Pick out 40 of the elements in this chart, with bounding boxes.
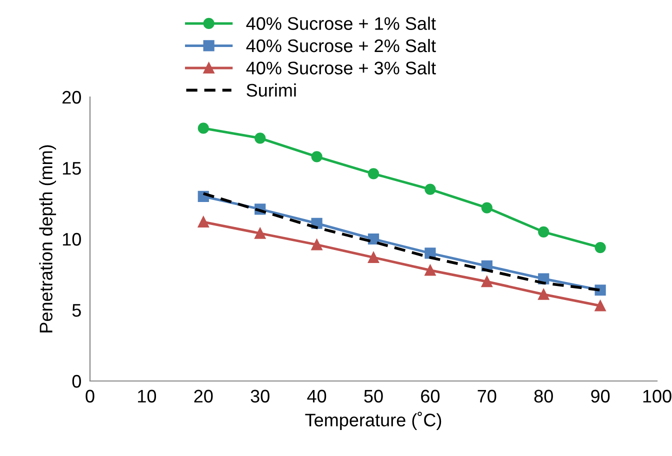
- point: [538, 226, 550, 238]
- x-tick-label: 90: [591, 390, 610, 403]
- x-tick-label: 20: [194, 390, 213, 403]
- point: [198, 122, 209, 134]
- legend-label: 40% Sucrose + 3% Salt: [246, 61, 436, 74]
- point: [368, 252, 380, 264]
- point: [198, 216, 209, 228]
- x-tick-label: 10: [138, 390, 156, 403]
- point: [368, 168, 380, 180]
- y-tick-label: 20: [62, 90, 81, 104]
- legend-label: Surimi: [246, 83, 296, 97]
- point: [311, 151, 322, 162]
- point: [424, 184, 436, 195]
- x-tick-label: 40: [307, 390, 326, 403]
- point: [538, 288, 550, 300]
- x-tick-label: 100: [643, 390, 672, 403]
- x-tick-label: 80: [534, 390, 553, 403]
- legend-label: 40% Sucrose + 1% Salt: [246, 16, 436, 30]
- x-tick-label: 50: [364, 390, 383, 403]
- point: [368, 233, 380, 245]
- x-tick-label: 70: [478, 390, 496, 403]
- point: [594, 242, 606, 254]
- x-tick-label: 60: [421, 390, 440, 403]
- point: [424, 248, 436, 259]
- y-tick-label: 15: [62, 162, 81, 175]
- x-axis-title: Temperature (˚C): [305, 412, 442, 430]
- y-tick-label: 0: [72, 374, 81, 388]
- point: [481, 202, 492, 214]
- legend-label: 40% Sucrose + 2% Salt: [246, 38, 436, 52]
- point: [254, 228, 266, 239]
- x-tick-label: 0: [86, 390, 94, 403]
- point: [594, 300, 606, 312]
- x-tick-label: 30: [250, 390, 270, 403]
- point: [254, 132, 266, 144]
- y-tick-label: 5: [72, 304, 81, 317]
- point: [424, 264, 436, 276]
- point: [311, 239, 322, 250]
- point: [481, 276, 492, 288]
- y-tick-label: 10: [62, 232, 81, 246]
- y-axis-title: Penetration depth (mm): [39, 145, 56, 332]
